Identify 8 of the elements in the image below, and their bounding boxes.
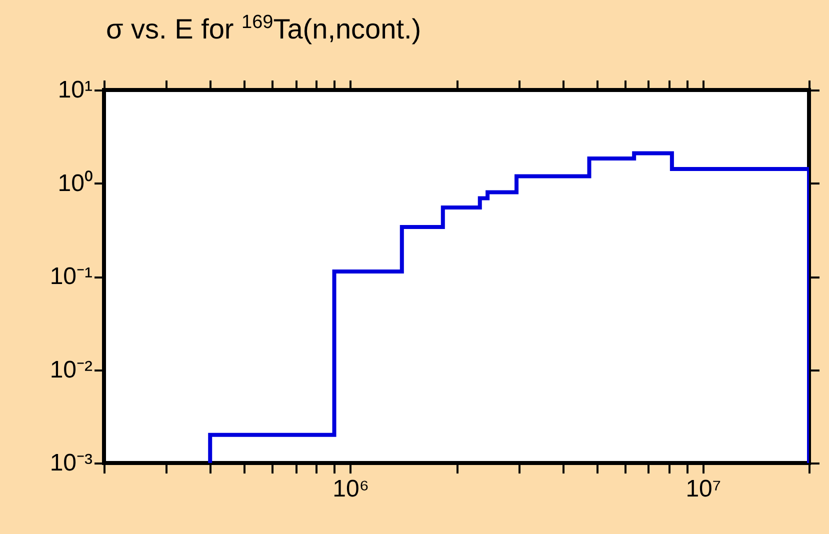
y-tick-label: 10⁰: [58, 170, 92, 197]
y-tick-label: 10⁻¹: [50, 263, 93, 290]
chart-title: σ vs. E for $^{169}$Ta(n,ncont.): [106, 12, 422, 46]
y-tick-label: 10⁻²: [50, 356, 93, 384]
x-tick-label: 10⁶: [332, 476, 370, 502]
y-tick-label: 10¹: [58, 76, 93, 104]
x-tick-label: 10⁷: [686, 476, 722, 502]
y-tick-label: 10⁻³: [50, 450, 93, 476]
